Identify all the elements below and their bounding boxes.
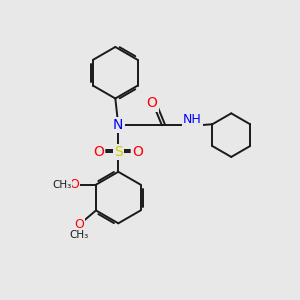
- Text: N: N: [113, 118, 124, 132]
- Text: S: S: [114, 145, 123, 159]
- Text: O: O: [93, 145, 104, 159]
- Text: O: O: [133, 145, 143, 159]
- Text: CH₃: CH₃: [70, 230, 89, 240]
- Text: CH₃: CH₃: [53, 180, 72, 190]
- Text: O: O: [69, 178, 79, 191]
- Text: NH: NH: [183, 113, 202, 126]
- Text: O: O: [74, 218, 84, 231]
- Text: O: O: [146, 96, 158, 110]
